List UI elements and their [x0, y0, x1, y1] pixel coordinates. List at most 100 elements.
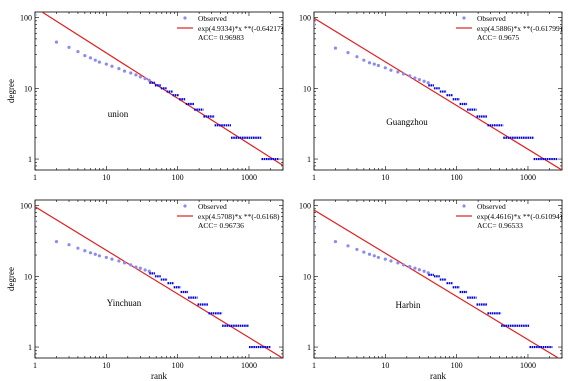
plot-frame: [313, 11, 563, 171]
observed-point: [54, 40, 59, 44]
plot-frame: [34, 11, 284, 171]
legend-observed-label: Observed: [198, 202, 227, 211]
subplot-label: Yinchuan: [107, 298, 142, 308]
observed-point: [93, 252, 97, 256]
plot-frame: [34, 199, 284, 359]
observed-point: [389, 259, 393, 263]
observed-point: [35, 219, 37, 223]
x-tick-label: 1000: [241, 173, 257, 182]
observed-point: [134, 73, 138, 77]
observed-point: [333, 46, 338, 50]
subplot-label: union: [108, 109, 129, 119]
x-tick-label: 100: [451, 173, 463, 182]
observed-point: [143, 77, 147, 81]
observed-point: [76, 246, 80, 250]
y-tick-label: 1: [307, 343, 311, 352]
legend-observed-label: Observed: [477, 14, 506, 23]
subplot-yinchuan: 1 10 100 1000 1 10 100 degree rank Observedexp(4.…: [6, 199, 284, 381]
observed-point: [362, 58, 366, 62]
legend-fit-label: exp(4.5708)*x **(-0.6168): [198, 212, 280, 221]
y-tick-label: 10: [24, 272, 32, 281]
observed-point: [129, 263, 133, 267]
observed-point: [372, 62, 376, 66]
observed-point: [383, 257, 387, 261]
observed-point: [97, 254, 102, 258]
observed-point: [117, 259, 121, 263]
observed-point: [83, 249, 87, 253]
y-tick-label: 1: [307, 155, 311, 164]
observed-point: [383, 66, 387, 70]
y-tick-label: 1: [28, 343, 32, 352]
observed-point: [422, 269, 426, 273]
y-tick-label: 10: [24, 84, 32, 93]
legend-acc-label: ACC= 0.96533: [477, 221, 523, 230]
observed-point: [426, 271, 430, 275]
observed-point: [376, 255, 381, 260]
y-axis-label: degree: [6, 267, 16, 291]
subplot-label: Guangzhou: [386, 117, 428, 127]
fit-line: [35, 206, 283, 358]
observed-point: [104, 62, 108, 66]
observed-point: [83, 54, 87, 58]
legend-observed-label: Observed: [477, 202, 506, 211]
y-tick-label: 100: [299, 14, 311, 23]
subplot-harbin: 1 10 100 1000 1 10 100 rank Observedexp(4.4616)*…: [299, 199, 563, 381]
x-axis-label: rank: [430, 371, 446, 381]
observed-point: [355, 247, 359, 252]
observed-point: [110, 64, 114, 68]
y-axis-label: degree: [6, 79, 16, 103]
observed-point: [88, 251, 93, 255]
legend-observed-marker: [183, 16, 187, 20]
legend-acc-label: ACC= 0.9675: [477, 33, 519, 42]
observed-point: [396, 70, 400, 74]
observed-point: [408, 74, 412, 78]
legend-observed-label: Observed: [198, 14, 227, 23]
observed-point: [67, 243, 71, 247]
fit-line: [314, 209, 560, 358]
legend-observed-marker: [183, 204, 187, 208]
observed-point: [408, 265, 412, 269]
observed-point: [138, 75, 142, 79]
x-tick-label: 10: [102, 361, 110, 370]
x-tick-label: 100: [451, 361, 463, 370]
x-tick-label: 10: [102, 173, 110, 182]
observed-point: [401, 72, 406, 76]
x-tick-label: 1: [312, 173, 316, 182]
y-tick-label: 10: [303, 84, 311, 93]
y-tick-label: 100: [20, 14, 32, 23]
y-tick-label: 1: [28, 155, 32, 164]
observed-point: [67, 45, 71, 49]
x-tick-label: 10: [381, 173, 389, 182]
x-tick-label: 100: [172, 173, 184, 182]
legend-fit-label: exp(4.9334)*x **(-0.64217): [198, 24, 284, 33]
x-tick-label: 10: [381, 361, 389, 370]
x-tick-label: 1: [312, 361, 316, 370]
observed-point: [134, 265, 138, 269]
observed-point: [147, 78, 151, 82]
plot-area: [35, 12, 283, 166]
observed-point: [314, 22, 316, 27]
x-tick-label: 1000: [520, 361, 536, 370]
observed-point: [417, 268, 421, 272]
observed-point: [314, 226, 316, 230]
observed-point: [376, 63, 381, 68]
legend-observed-marker: [462, 204, 466, 208]
observed-point: [138, 266, 142, 270]
x-tick-label: 1000: [241, 361, 257, 370]
observed-point: [346, 50, 350, 55]
observed-point: [422, 79, 426, 83]
observed-point: [417, 77, 421, 82]
observed-point: [389, 68, 393, 72]
observed-point: [401, 263, 406, 267]
y-tick-label: 10: [303, 272, 311, 281]
observed-point: [367, 252, 372, 256]
observed-point: [76, 50, 80, 54]
observed-point: [143, 268, 147, 272]
observed-point: [355, 55, 359, 59]
plot-area: [35, 206, 283, 358]
legend-fit-label: exp(4.4616)*x **(-0.61094): [477, 212, 563, 221]
observed-point: [97, 60, 102, 64]
